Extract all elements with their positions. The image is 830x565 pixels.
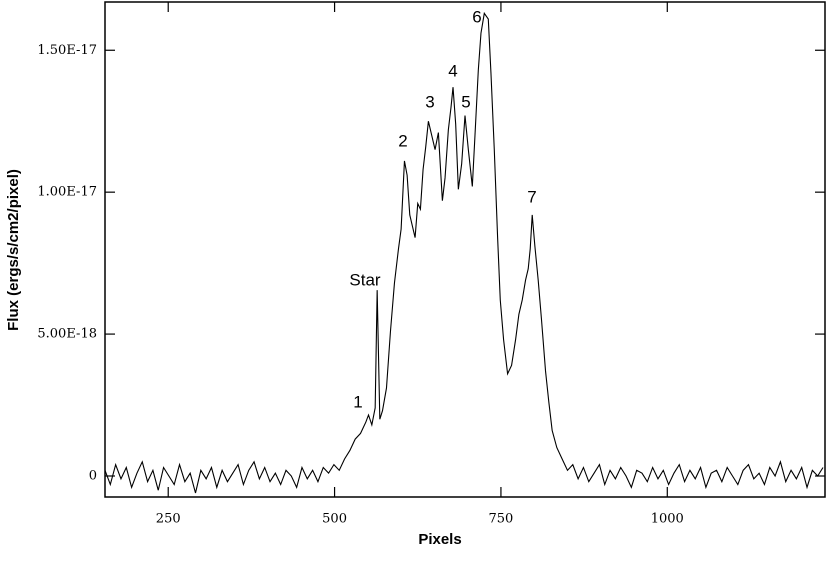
x-tick-label: 1000 xyxy=(651,512,684,527)
annotation: 7 xyxy=(527,187,536,206)
annotation: 3 xyxy=(425,92,434,111)
x-axis-label: Pixels xyxy=(418,531,461,548)
y-tick-label: 1.50E-17 xyxy=(37,43,97,58)
x-tick-label: 500 xyxy=(322,512,347,527)
annotation: 2 xyxy=(398,131,407,150)
annotation: Star xyxy=(349,270,381,289)
annotation: 6 xyxy=(472,7,481,26)
x-tick-label: 750 xyxy=(489,512,514,527)
annotation: 1 xyxy=(353,392,362,411)
y-tick-label: 1.00E-17 xyxy=(37,185,97,200)
y-axis-label: Flux (ergs/s/cm2/pixel) xyxy=(5,169,22,331)
annotation: 4 xyxy=(448,61,457,80)
y-tick-label: 5.00E-18 xyxy=(37,327,97,342)
y-tick-label: 0 xyxy=(89,468,97,483)
annotation: 5 xyxy=(461,92,470,111)
plot-frame xyxy=(104,1,826,498)
x-tick-label: 250 xyxy=(156,512,181,527)
spectrum-line xyxy=(104,11,824,494)
